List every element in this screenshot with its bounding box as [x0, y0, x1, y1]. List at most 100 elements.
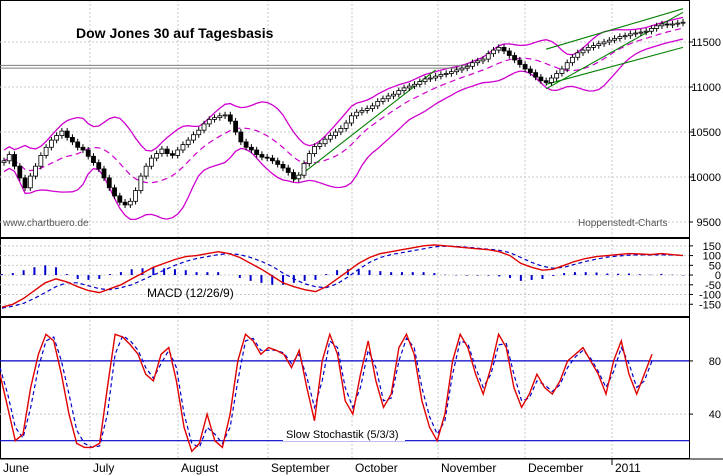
bollinger-lower: [3, 38, 684, 221]
candle-body: [675, 22, 681, 25]
candle-body: [270, 157, 275, 162]
candle-body: [501, 47, 507, 52]
candle-body: [70, 136, 75, 143]
y-tick-label: 11500: [691, 37, 721, 49]
candle-body: [464, 65, 470, 69]
y-tick-label: -100: [699, 290, 721, 302]
candle-body: [75, 141, 81, 148]
candle-body: [438, 74, 444, 77]
candle-body: [280, 163, 286, 169]
candle-body: [580, 49, 586, 54]
month-label: October: [355, 461, 398, 475]
candle-body: [80, 146, 86, 151]
candle-body: [91, 155, 96, 164]
trend-line: [293, 69, 436, 182]
y-tick-label: 10500: [690, 127, 721, 139]
candle-body: [54, 135, 60, 141]
candle-body: [543, 80, 549, 83]
candle-body: [217, 115, 223, 119]
candle-body: [575, 52, 581, 58]
candle-body: [638, 31, 644, 34]
candle-body: [654, 25, 660, 29]
candle-body: [212, 117, 217, 120]
candle-body: [396, 90, 402, 95]
candle-body: [306, 153, 312, 164]
candle-body: [549, 77, 554, 83]
macd-signal-line: [1, 245, 684, 309]
candle-body: [554, 73, 560, 79]
candle-body: [664, 23, 670, 26]
watermark-right: Hoppenstedt-Charts: [578, 218, 668, 229]
candle-body: [375, 101, 381, 107]
candle-body: [585, 47, 591, 51]
candle-body: [117, 195, 123, 203]
candle-body: [275, 160, 281, 165]
y-tick-label: -150: [699, 299, 721, 311]
candle-body: [291, 172, 296, 180]
candle-body: [196, 129, 202, 136]
candle-body: [38, 154, 44, 167]
month-label: December: [528, 461, 583, 475]
candle-body: [385, 95, 391, 100]
y-tick-label: 9500: [697, 217, 721, 229]
candle-body: [422, 78, 428, 83]
y-tick-label: 80: [709, 356, 721, 368]
candle-body: [312, 145, 317, 154]
candle-body: [227, 114, 233, 122]
candle-body: [64, 130, 70, 138]
macd-title: MACD (12/26/9): [147, 286, 234, 300]
candle-body: [1, 160, 7, 164]
candle-body: [159, 148, 165, 155]
candle-body: [617, 36, 623, 39]
candle-body: [606, 39, 612, 43]
candle-body: [354, 111, 360, 117]
candle-body: [191, 134, 196, 141]
y-tick-label: 11000: [691, 82, 721, 94]
candle-body: [670, 23, 675, 26]
stoch-k-line: [0, 332, 653, 453]
candle-body: [301, 163, 307, 176]
month-label: November: [441, 461, 496, 475]
candle-body: [22, 177, 28, 189]
month-label: August: [181, 461, 219, 475]
candle-body: [148, 157, 154, 167]
bollinger-upper: [3, 16, 684, 152]
y-tick-label: 0: [715, 270, 721, 282]
candle-body: [596, 43, 602, 46]
candle-body: [296, 174, 302, 180]
candle-body: [496, 47, 502, 51]
candle-body: [533, 72, 539, 78]
candle-body: [612, 38, 617, 41]
y-tick-label: 100: [703, 251, 721, 263]
candle-body: [454, 69, 460, 73]
candle-body: [449, 71, 454, 74]
candle-body: [222, 114, 228, 117]
macd-line: [1, 244, 684, 308]
candle-body: [380, 98, 386, 102]
candle-body: [417, 81, 423, 85]
candle-body: [127, 200, 133, 206]
candle-body: [659, 23, 665, 27]
candle-body: [322, 138, 328, 145]
candle-body: [475, 60, 481, 64]
candle-body: [233, 120, 238, 133]
month-label: June: [3, 461, 29, 475]
month-label: July: [93, 461, 114, 475]
candle-body: [85, 149, 91, 157]
candle-body: [485, 53, 491, 60]
candle-body: [17, 165, 23, 179]
candle-body: [491, 49, 496, 55]
candle-body: [527, 68, 533, 73]
candle-body: [348, 115, 354, 124]
candle-body: [506, 50, 512, 56]
candle-body: [175, 149, 181, 156]
candle-body: [48, 139, 54, 148]
candle-body: [317, 143, 323, 147]
candle-body: [522, 64, 528, 70]
candle-body: [333, 131, 339, 136]
candle-body: [27, 175, 33, 189]
candle-body: [327, 135, 333, 140]
watermark-left: www.chartbuero.de: [2, 218, 89, 229]
